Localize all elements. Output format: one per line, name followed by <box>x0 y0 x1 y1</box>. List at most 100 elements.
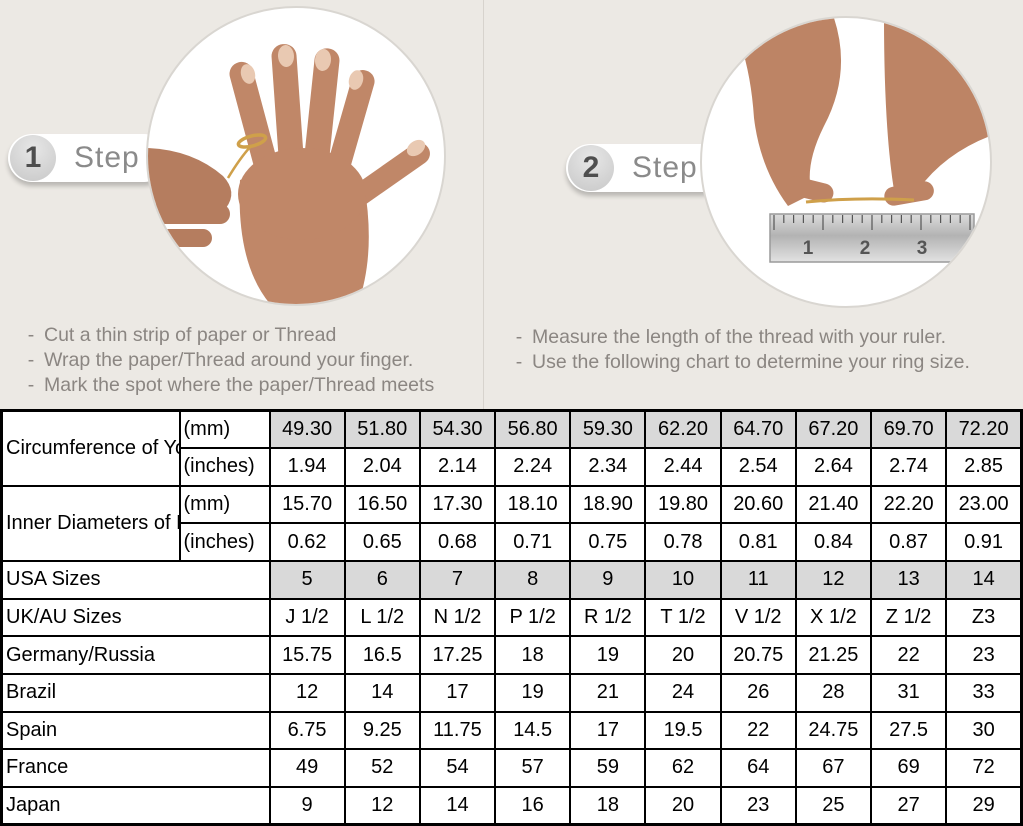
table-cell: 72 <box>945 748 1023 788</box>
table-cell: 12 <box>794 560 873 600</box>
table-cell: 0.68 <box>418 522 497 562</box>
table-cell: 22 <box>869 635 948 675</box>
table-cell: 23 <box>719 785 797 826</box>
table-row: Inner Diameters of Rings(mm)15.7016.5017… <box>0 484 1023 563</box>
instruction-line: - Wrap the paper/Thread around your finge… <box>27 349 414 371</box>
table-cell: 18.10 <box>494 484 572 525</box>
table-cell: 52 <box>343 748 421 788</box>
table-cell: 0.65 <box>343 522 421 562</box>
table-cell: 20.75 <box>719 635 797 675</box>
unit-label: (inches) <box>178 447 271 487</box>
table-cell: 26 <box>719 672 797 713</box>
table-cell: 2.04 <box>343 447 421 487</box>
region-row-label: Japan <box>0 785 271 826</box>
table-cell: 14 <box>418 785 497 826</box>
table-cell: 14 <box>945 560 1023 600</box>
svg-text:3: 3 <box>917 238 928 259</box>
table-cell: 67.20 <box>794 409 873 450</box>
table-cell: 21 <box>569 672 647 713</box>
table-cell: 56.80 <box>494 409 572 450</box>
region-row-label: UK/AU Sizes <box>0 597 271 638</box>
table-cell: Z3 <box>945 597 1023 638</box>
table-cell: 49 <box>268 748 346 788</box>
table-row: Circumference of Your Finger(mm)49.3051.… <box>0 409 1023 487</box>
table-cell: 2.64 <box>794 447 873 487</box>
table-cell: 7 <box>418 560 497 600</box>
table-cell: 0.84 <box>794 522 873 562</box>
table-cell: 62 <box>644 748 722 788</box>
table-cell: 9.25 <box>343 710 421 751</box>
table-cell: 2.34 <box>569 447 647 487</box>
table-cell: 25 <box>794 785 873 826</box>
table-cell: 0.81 <box>719 522 797 562</box>
table-cell: 67 <box>794 748 873 788</box>
table-row: UK/AU Sizes J 1/2 L 1/2 N 1/2 P 1/2 R 1/2 T 1/… <box>0 597 1023 638</box>
table-cell: 18 <box>569 785 647 826</box>
table-cell: 22.20 <box>869 484 948 525</box>
table-cell: 6.75 <box>268 710 346 751</box>
svg-text:1: 1 <box>803 238 814 259</box>
table-cell: J 1/2 <box>268 597 346 638</box>
table-cell: N 1/2 <box>418 597 497 638</box>
table-cell: 9 <box>268 785 346 826</box>
table-row: France 49 52 54 57 59 62 64 67 69 72 <box>0 748 1023 788</box>
table-cell: 19 <box>569 635 647 675</box>
table-cell: 22 <box>719 710 797 751</box>
table-cell: 5 <box>268 560 346 600</box>
table-cell: P 1/2 <box>494 597 572 638</box>
table-cell: 15.75 <box>268 635 346 675</box>
table-row: Japan 9 12 14 16 18 20 23 25 27 29 <box>0 785 1023 826</box>
table-cell: 51.80 <box>343 409 421 450</box>
table-cell: 21.40 <box>794 484 873 525</box>
unit-label: (mm) <box>178 409 271 450</box>
table-cell: 1.94 <box>268 447 346 487</box>
table-row: (inches) 0.62 0.65 0.68 0.71 0.75 0.78 0.81 0.84… <box>2 522 1023 562</box>
table-cell: 11.75 <box>418 710 497 751</box>
table-cell: 0.87 <box>869 522 948 562</box>
table-cell: 2.44 <box>644 447 722 487</box>
table-cell: 17.25 <box>418 635 497 675</box>
table-cell: 59.30 <box>569 409 647 450</box>
instruction-line: - Mark the spot where the paper/Thread me… <box>27 374 435 396</box>
region-row-label: Brazil <box>0 672 271 713</box>
table-cell: V 1/2 <box>719 597 797 638</box>
table-cell: 64 <box>719 748 797 788</box>
step-1-instructions: - Cut a thin strip of paper or Thread - Wra… <box>18 324 434 399</box>
table-cell: 14 <box>343 672 421 713</box>
table-cell: 8 <box>494 560 572 600</box>
table-cell: 54.30 <box>418 409 497 450</box>
step-2-label: Step <box>632 151 698 184</box>
table-cell: 69.70 <box>869 409 948 450</box>
table-cell: 23.00 <box>945 484 1023 525</box>
table-cell: 17 <box>569 710 647 751</box>
table-cell: 33 <box>945 672 1023 713</box>
table-cell: 0.62 <box>268 522 346 562</box>
svg-text:2: 2 <box>860 238 871 259</box>
table-cell: 17 <box>418 672 497 713</box>
table-cell: 24 <box>644 672 722 713</box>
table-cell: 2.74 <box>869 447 948 487</box>
table-row: USA Sizes 5 6 7 8 9 10 11 12 13 14 <box>0 560 1023 600</box>
table-cell: 21.25 <box>794 635 873 675</box>
table-cell: 10 <box>644 560 722 600</box>
table-cell: 28 <box>794 672 873 713</box>
table-cell: 19.5 <box>644 710 722 751</box>
region-row-label: USA Sizes <box>0 560 271 600</box>
unit-label: (inches) <box>178 522 271 562</box>
unit-label: (mm) <box>178 484 271 525</box>
table-cell: 19 <box>494 672 572 713</box>
table-row: Germany/Russia 15.75 16.5 17.25 18 19 20 20.75 2… <box>0 635 1023 675</box>
table-row: Brazil 12 14 17 19 21 24 26 28 31 33 <box>0 672 1023 713</box>
table-cell: 62.20 <box>644 409 722 450</box>
table-cell: 69 <box>869 748 948 788</box>
table-cell: 19.80 <box>644 484 722 525</box>
table-cell: 11 <box>719 560 797 600</box>
region-row-label: France <box>0 748 271 788</box>
table-cell: 2.24 <box>494 447 572 487</box>
instruction-line: - Measure the length of the thread with y… <box>515 326 947 348</box>
table-cell: Z 1/2 <box>869 597 948 638</box>
table-cell: 16.5 <box>343 635 421 675</box>
table-cell: 20 <box>644 785 722 826</box>
table-cell: 9 <box>569 560 647 600</box>
